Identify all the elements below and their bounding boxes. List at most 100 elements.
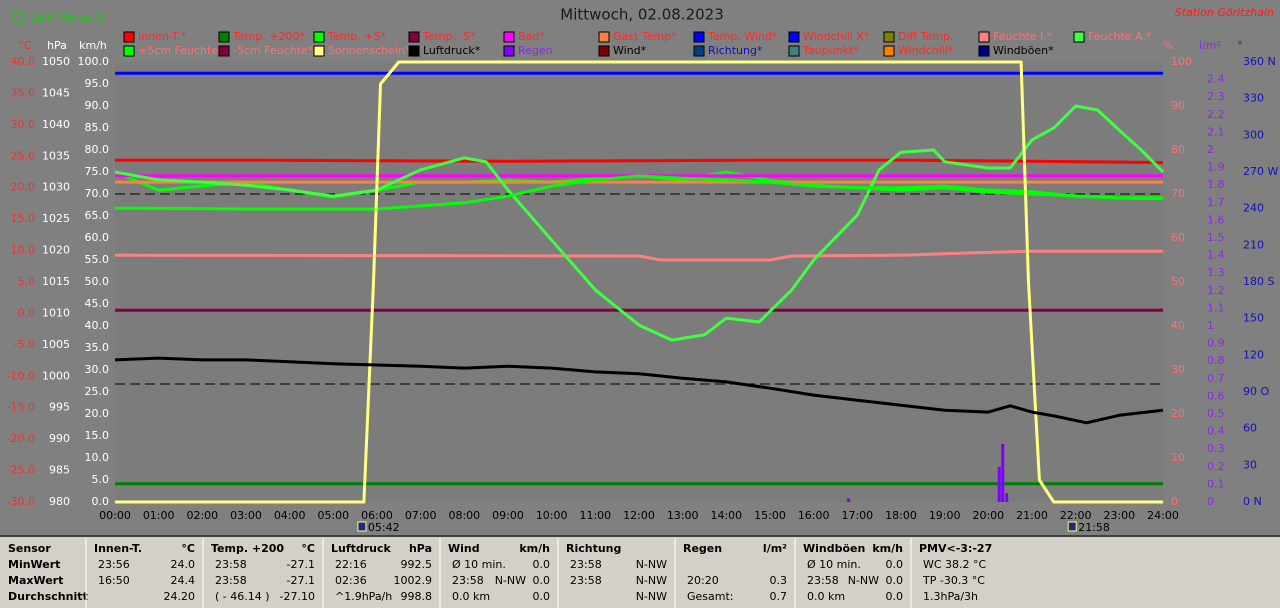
y-tick-label: 65.0 [85, 209, 110, 222]
column-header: Innen-T. [94, 542, 142, 555]
legend-swatch [1073, 31, 1085, 43]
x-tick-label: 12:00 [623, 509, 655, 522]
x-tick-label: 01:00 [143, 509, 175, 522]
legend-label: Wind* [613, 44, 647, 57]
sun-icon [357, 521, 367, 532]
cell-left: Gesamt: [687, 590, 734, 603]
y-tick-label: 70 [1171, 187, 1185, 200]
y-tick-label: 25.0 [85, 385, 110, 398]
cell-right: 992.5 [401, 558, 433, 571]
y-tick-label: -15.0 [7, 401, 35, 414]
cell-left: 1.3hPa/3h [923, 590, 978, 603]
y-tick-label: 985 [49, 464, 70, 477]
y-tick-label: 15.0 [11, 212, 36, 225]
column-header: Temp. +200 [211, 542, 284, 555]
y-tick-label: 180 S [1243, 275, 1274, 288]
cell-right: -27.1 [287, 574, 315, 587]
cell-right: -27.10 [280, 590, 315, 603]
y-tick-label: 45.0 [85, 297, 110, 310]
station-name: Station Göritzhain [1175, 6, 1274, 19]
y-tick-label: 2.1 [1207, 125, 1225, 138]
column-unit: km/h [872, 542, 903, 555]
legend-label: Sonnenschein* [328, 44, 411, 57]
cell-mid: N-NW [495, 574, 526, 587]
y-tick-label: 5.0 [18, 275, 36, 288]
y-tick-label: 75.0 [85, 165, 110, 178]
y-tick-label: 35.0 [11, 86, 36, 99]
y-tick-label: 0.0 [18, 306, 36, 319]
x-tick-label: 13:00 [667, 509, 699, 522]
legend-swatch [408, 45, 420, 57]
y-tick-label: 10.0 [11, 244, 36, 257]
cell-left: 0.0 km [807, 590, 845, 603]
cell-left: 23:58 [452, 574, 484, 587]
y-tick-label: 80.0 [85, 143, 110, 156]
legend-swatch [693, 31, 705, 43]
legend-swatch [408, 31, 420, 43]
legend-swatch [313, 31, 325, 43]
x-tick-label: 16:00 [798, 509, 830, 522]
y-tick-label: 240 [1243, 202, 1264, 215]
cell-right: 0.0 [533, 558, 551, 571]
legend-swatch [503, 45, 515, 57]
y-tick-label: -30.0 [7, 495, 35, 508]
legend-swatch [598, 45, 610, 57]
rain-bar [1001, 443, 1005, 502]
legend-label: Temp. +5* [327, 30, 387, 43]
cell-right: N-NW [636, 574, 667, 587]
x-tick-label: 21:00 [1016, 509, 1048, 522]
cell-left: 02:36 [335, 574, 367, 587]
x-tick-label: 22:00 [1060, 509, 1092, 522]
row-label: Durchschnitt [8, 590, 88, 603]
y-tick-label: 1.3 [1207, 266, 1225, 279]
legend-label: +5cm Feuchte* [138, 44, 224, 57]
cell-left: Ø 10 min. [452, 558, 506, 571]
y-tick-label: 1015 [42, 275, 70, 288]
row-label: Sensor [8, 542, 51, 555]
legend-swatch [883, 45, 895, 57]
column-unit: °C [181, 542, 195, 555]
row-label: MinWert [8, 558, 60, 571]
y-tick-label: 90.0 [85, 99, 110, 112]
y-tick-label: 270 W [1243, 165, 1278, 178]
y-tick-label: 0.7 [1207, 372, 1225, 385]
legend-label: Temp. Wind* [707, 30, 778, 43]
column-header: Windböen [803, 542, 865, 555]
y-tick-label: 30 [1243, 458, 1257, 471]
y-tick-label: 1.9 [1207, 161, 1225, 174]
y-tick-label: 10 [1171, 451, 1185, 464]
cell-right: 1002.9 [394, 574, 433, 587]
axis-title: hPa [47, 39, 67, 52]
legend-swatch [883, 31, 895, 43]
axis-title: km/h [79, 39, 107, 52]
y-tick-label: 40.0 [11, 55, 36, 68]
legend-swatch [978, 31, 990, 43]
series-line [115, 158, 1164, 165]
y-tick-label: 150 [1243, 312, 1264, 325]
y-tick-label: 100 [1171, 55, 1192, 68]
y-tick-label: 15.0 [85, 429, 110, 442]
cell-right: 0.0 [533, 574, 551, 587]
x-tick-label: 11:00 [579, 509, 611, 522]
column-header: Luftdruck [331, 542, 392, 555]
legend-swatch [788, 45, 800, 57]
axes: °C-30.0-25.0-20.0-15.0-10.0-5.00.05.010.… [7, 39, 1279, 534]
y-tick-label: 0.1 [1207, 477, 1225, 490]
legend-label: Windböen* [993, 44, 1054, 57]
sun-time: 05:42 [368, 521, 400, 534]
y-tick-label: -20.0 [7, 432, 35, 445]
rain-bar [1005, 493, 1009, 502]
y-tick-label: 1005 [42, 338, 70, 351]
y-tick-label: 1.4 [1207, 249, 1225, 262]
axis-title: % [1163, 39, 1173, 52]
y-tick-label: 20.0 [85, 407, 110, 420]
cell-right: 24.20 [164, 590, 196, 603]
axis-title: l/m² [1199, 39, 1221, 52]
chart-title: Mittwoch, 02.08.2023 [560, 6, 724, 24]
cell-left: TP -30.3 °C [922, 574, 985, 587]
series-line [114, 249, 1163, 262]
y-tick-label: 1030 [42, 181, 70, 194]
cell-left: 23:58 [570, 558, 602, 571]
sun-time: 21:58 [1078, 521, 1110, 534]
y-tick-label: 90 O [1243, 385, 1269, 398]
